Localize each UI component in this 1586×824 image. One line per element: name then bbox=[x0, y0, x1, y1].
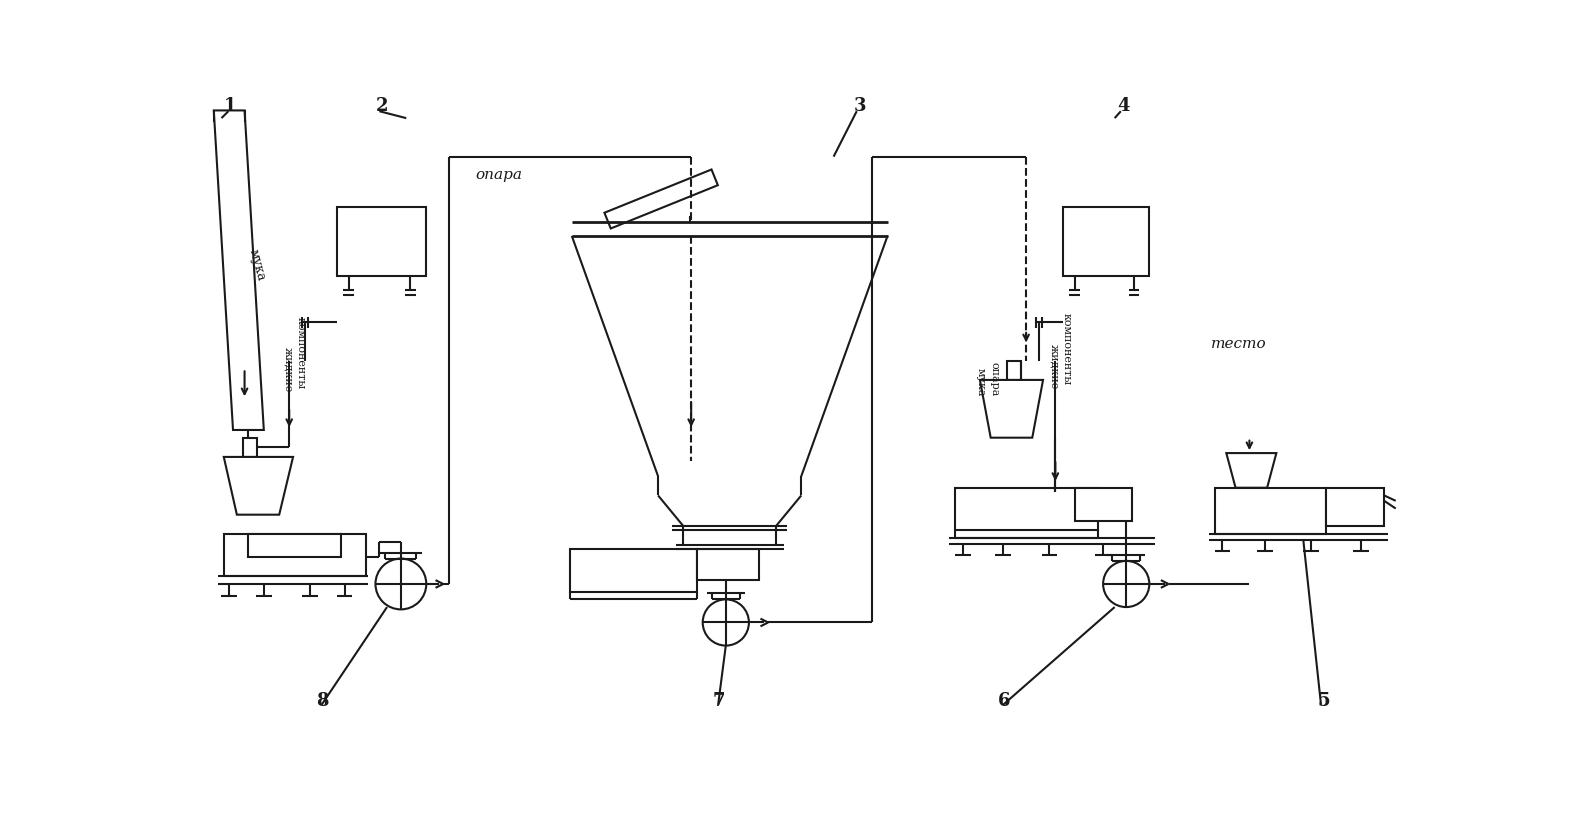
Bar bbox=[955, 488, 1098, 530]
Text: 7: 7 bbox=[712, 692, 725, 710]
Text: 2: 2 bbox=[376, 97, 389, 115]
Text: жидкие: жидкие bbox=[1050, 344, 1059, 389]
Bar bbox=[243, 438, 257, 457]
Bar bbox=[1063, 207, 1150, 276]
Text: жидкие: жидкие bbox=[282, 348, 293, 393]
Text: 6: 6 bbox=[998, 692, 1010, 710]
Text: 3: 3 bbox=[853, 97, 866, 115]
Text: опара: опара bbox=[990, 363, 999, 396]
Bar bbox=[1007, 361, 1021, 380]
Text: компоненты: компоненты bbox=[1061, 313, 1072, 385]
Polygon shape bbox=[980, 380, 1044, 438]
Bar bbox=[249, 534, 341, 557]
Text: компоненты: компоненты bbox=[295, 316, 306, 389]
Text: опара: опара bbox=[476, 168, 522, 182]
Bar bbox=[1075, 488, 1132, 521]
Polygon shape bbox=[604, 170, 718, 228]
Text: мука: мука bbox=[975, 368, 986, 396]
Text: 8: 8 bbox=[316, 692, 328, 710]
Text: 4: 4 bbox=[1117, 97, 1129, 115]
Circle shape bbox=[376, 559, 427, 610]
Bar bbox=[698, 550, 760, 580]
Bar bbox=[224, 534, 366, 576]
Polygon shape bbox=[214, 110, 263, 430]
Text: мука: мука bbox=[247, 247, 268, 282]
Circle shape bbox=[703, 599, 749, 645]
Bar bbox=[1326, 488, 1385, 527]
Polygon shape bbox=[1226, 453, 1277, 488]
Text: 1: 1 bbox=[224, 97, 236, 115]
Bar bbox=[336, 207, 425, 276]
Bar bbox=[1215, 488, 1326, 534]
Polygon shape bbox=[224, 457, 293, 515]
Text: тесто: тесто bbox=[1212, 337, 1267, 351]
Text: 5: 5 bbox=[1318, 692, 1329, 710]
Bar bbox=[571, 550, 698, 592]
Circle shape bbox=[1104, 561, 1150, 607]
